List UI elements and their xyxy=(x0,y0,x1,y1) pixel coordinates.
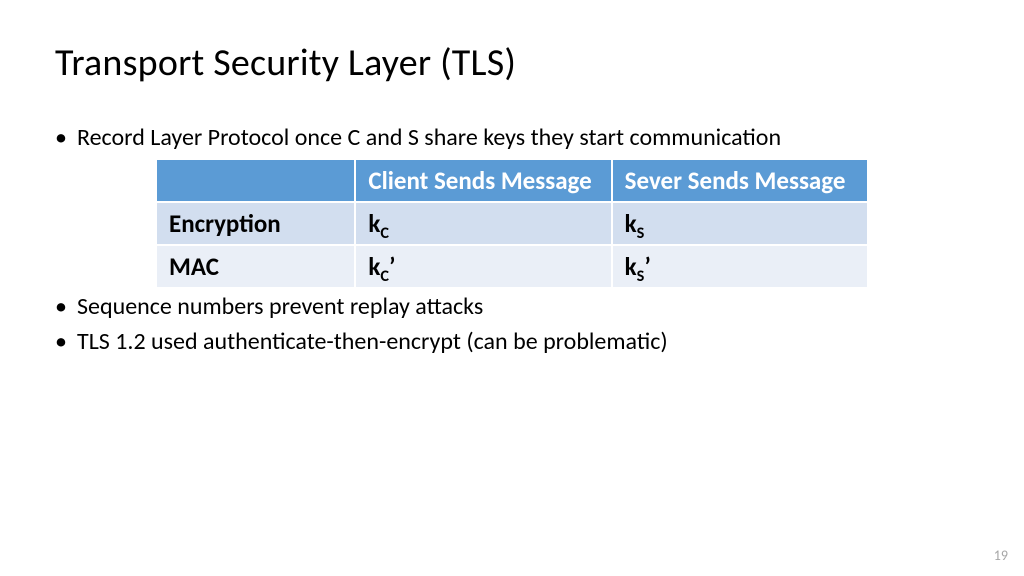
cell-server-mac: kS’ xyxy=(612,245,868,288)
bullet-item: Sequence numbers prevent replay attacks xyxy=(55,293,969,321)
cell-sub: C xyxy=(380,224,389,243)
row-label-encryption: Encryption xyxy=(156,202,355,245)
table-header-server: Sever Sends Message xyxy=(612,159,868,202)
cell-base: k xyxy=(625,251,637,282)
cell-server-encryption: kS xyxy=(612,202,868,245)
cell-sub: C xyxy=(380,267,389,286)
cell-base: k xyxy=(368,251,380,282)
slide: Transport Security Layer (TLS) Record La… xyxy=(0,0,1024,576)
cell-sub: S xyxy=(637,224,645,243)
bullet-list: Sequence numbers prevent replay attacks … xyxy=(55,293,969,356)
row-label-mac: MAC xyxy=(156,245,355,288)
cell-base: k xyxy=(625,208,637,239)
cell-sup: ’ xyxy=(644,251,650,282)
bullet-list: Record Layer Protocol once C and S share… xyxy=(55,124,969,152)
slide-title: Transport Security Layer (TLS) xyxy=(55,40,969,86)
keys-table-wrap: Client Sends Message Sever Sends Message… xyxy=(55,158,969,289)
table-row: Encryption kC kS xyxy=(156,202,868,245)
bullet-item: TLS 1.2 used authenticate-then-encrypt (… xyxy=(55,328,969,356)
cell-base: k xyxy=(368,208,380,239)
table-header-blank xyxy=(156,159,355,202)
bullet-item: Record Layer Protocol once C and S share… xyxy=(55,124,969,152)
table-header-client: Client Sends Message xyxy=(355,159,611,202)
page-number: 19 xyxy=(994,547,1008,564)
cell-client-mac: kC’ xyxy=(355,245,611,288)
table-row: MAC kC’ kS’ xyxy=(156,245,868,288)
cell-sup: ’ xyxy=(389,251,395,282)
keys-table: Client Sends Message Sever Sends Message… xyxy=(155,158,869,289)
cell-client-encryption: kC xyxy=(355,202,611,245)
table-header-row: Client Sends Message Sever Sends Message xyxy=(156,159,868,202)
